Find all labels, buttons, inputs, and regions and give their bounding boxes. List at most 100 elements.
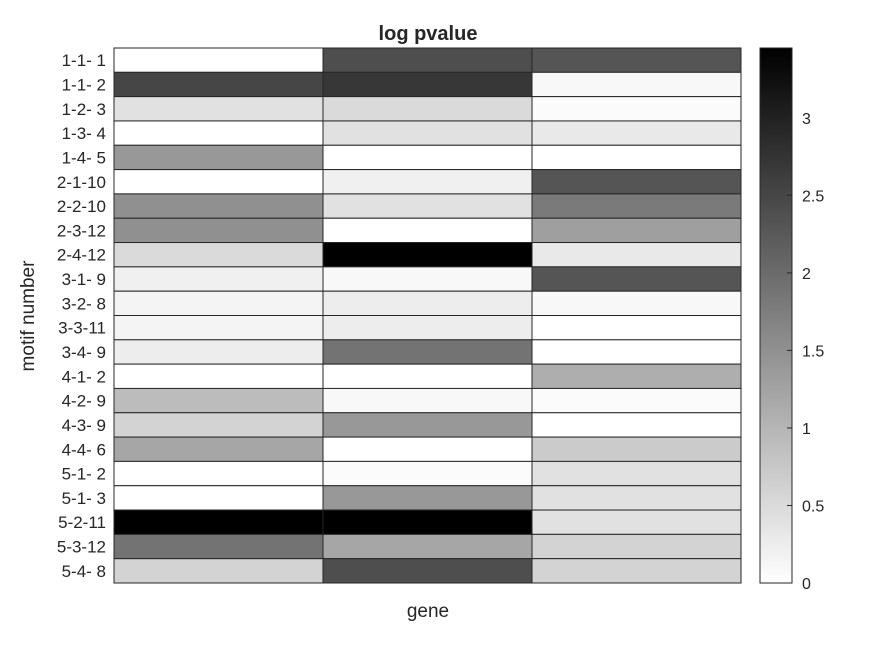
heatmap-cell (531, 485, 742, 511)
heatmap-cell (113, 460, 324, 487)
heatmap-cell (322, 120, 533, 146)
chart-title: log pvalue (379, 23, 478, 45)
heatmap-cell (531, 96, 742, 122)
heatmap-cell (322, 509, 533, 535)
row-label: 5-4- 8 (62, 562, 106, 581)
heatmap-cell (531, 71, 742, 98)
heatmap-cell (322, 558, 533, 584)
heatmap-cell (113, 47, 324, 73)
heatmap-cell (531, 217, 742, 244)
heatmap-cell (113, 290, 324, 317)
row-label: 1-1- 2 (62, 75, 106, 94)
heatmap-cell (322, 144, 533, 171)
heatmap-cell (113, 412, 324, 438)
row-label: 2-2-10 (57, 197, 106, 216)
heatmap-cell (531, 242, 742, 268)
colorbar-tick-label: 3 (802, 111, 811, 128)
heatmap-cell (531, 144, 742, 171)
heatmap-cell (531, 412, 742, 438)
heatmap-cell (322, 387, 533, 414)
heatmap-cell (531, 460, 742, 487)
y-axis-label: motif number (18, 260, 39, 372)
row-label: 3-3-11 (58, 319, 106, 338)
heatmap-cell (322, 266, 533, 292)
heatmap-cell (531, 533, 742, 560)
heatmap-cell (322, 460, 533, 487)
heatmap-cell (322, 436, 533, 462)
heatmap-cell (113, 387, 324, 414)
colorbar-tick-label: 0 (802, 576, 811, 593)
colorbar: 0 0.5 1 1.5 2 2.5 3 (759, 47, 824, 593)
row-label: 1-2- 3 (62, 100, 106, 119)
heatmap-cell (113, 242, 324, 268)
heatmap-cell (531, 47, 742, 73)
plot-frame (113, 47, 742, 584)
heatmap-cell (113, 533, 324, 560)
row-label: 3-4- 9 (62, 343, 106, 362)
heatmap-cell (322, 47, 533, 73)
heatmap-cell (531, 120, 742, 146)
row-label: 4-4- 6 (62, 440, 106, 459)
colorbar-tick-label: 1.5 (802, 343, 824, 360)
row-label: 5-2-11 (58, 513, 106, 532)
heatmap-cell (113, 266, 324, 292)
row-label: 1-1- 1 (62, 51, 106, 70)
colorbar-tick-label: 2 (802, 266, 811, 283)
heatmap-cell (113, 339, 324, 365)
heatmap-cell (322, 71, 533, 98)
heatmap-cell (113, 120, 324, 146)
heatmap-cell (322, 485, 533, 511)
heatmap-cell (531, 315, 742, 341)
heatmap-cells (113, 47, 742, 584)
row-label: 3-1- 9 (62, 270, 106, 289)
heatmap-cell (531, 290, 742, 317)
x-axis-label: gene (407, 601, 449, 622)
heatmap-cell (531, 558, 742, 584)
heatmap-cell (531, 387, 742, 414)
colorbar-gradient (759, 47, 793, 584)
heatmap-cell (531, 169, 742, 195)
colorbar-tick-label: 0.5 (802, 498, 824, 515)
row-label: 2-1-10 (57, 173, 106, 192)
colorbar-tick-label: 2.5 (802, 188, 824, 205)
heatmap-cell (322, 533, 533, 560)
heatmap-cell (113, 169, 324, 195)
heatmap-cell (113, 217, 324, 244)
heatmap-cell (113, 363, 324, 389)
heatmap-cell (322, 217, 533, 244)
row-label: 2-3-12 (57, 221, 106, 240)
colorbar-tick-label: 1 (802, 421, 811, 438)
heatmap-cell (113, 509, 324, 535)
heatmap-cell (322, 96, 533, 122)
row-label: 5-1- 2 (62, 465, 106, 484)
row-label: 4-3- 9 (62, 416, 106, 435)
heatmap-cell (113, 485, 324, 511)
heatmap-cell (531, 363, 742, 389)
row-label: 5-1- 3 (62, 489, 106, 508)
heatmap-cell (531, 266, 742, 292)
heatmap-cell (113, 144, 324, 171)
heatmap-cell (531, 339, 742, 365)
heatmap-cell (322, 412, 533, 438)
row-labels: 1-1- 1 1-1- 2 1-2- 3 1-3- 4 1-4- 5 2-1-10 2-2-… (57, 51, 106, 581)
heatmap-cell (531, 193, 742, 219)
row-label: 3-2- 8 (62, 294, 106, 313)
row-label: 1-4- 5 (62, 148, 106, 167)
heatmap-cell (322, 290, 533, 317)
heatmap-cell (113, 96, 324, 122)
heatmap-cell (322, 169, 533, 195)
heatmap-cell (113, 315, 324, 341)
heatmap-cell (113, 436, 324, 462)
heatmap-cell (531, 436, 742, 462)
heatmap-cell (113, 71, 324, 98)
heatmap-cell (322, 363, 533, 389)
heatmap-cell (322, 315, 533, 341)
heatmap-cell (322, 339, 533, 365)
row-label: 4-2- 9 (62, 392, 106, 411)
heatmap-cell (113, 558, 324, 584)
row-label: 2-4-12 (57, 246, 106, 265)
heatmap-cell (322, 193, 533, 219)
row-label: 4-1- 2 (62, 367, 106, 386)
heatmap-cell (531, 509, 742, 535)
heatmap-cell (322, 242, 533, 268)
